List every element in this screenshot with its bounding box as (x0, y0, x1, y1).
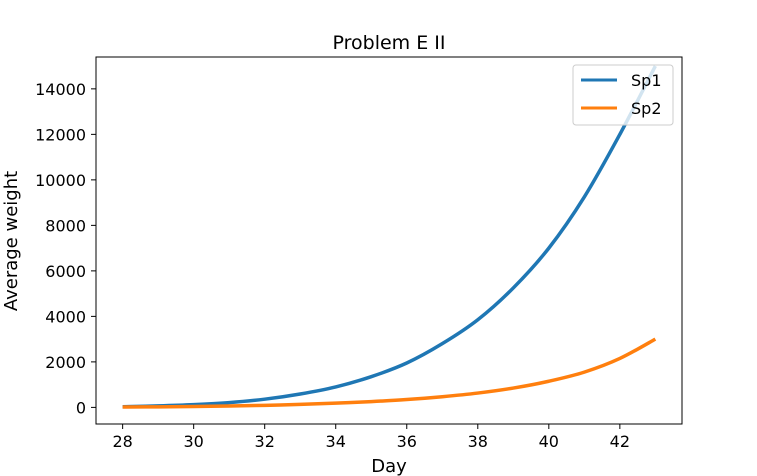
x-tick-label: 40 (539, 432, 559, 451)
y-tick-label: 2000 (45, 353, 86, 372)
y-axis-label: Average weight (1, 171, 22, 311)
y-axis: 0 2000 4000 6000 8000 10000 12000 14000 (35, 80, 96, 417)
x-tick-label: 28 (112, 432, 132, 451)
y-tick-label: 6000 (45, 262, 86, 281)
x-axis-label: Day (371, 456, 407, 476)
series-line-sp2 (122, 337, 657, 409)
legend-label-sp1: Sp1 (631, 71, 662, 90)
x-tick-label: 32 (255, 432, 275, 451)
y-tick-label: 14000 (35, 80, 86, 99)
y-tick-label: 8000 (45, 216, 86, 235)
x-tick-label: 38 (468, 432, 488, 451)
y-tick-label: 4000 (45, 307, 86, 326)
series-line-sp1 (122, 65, 657, 409)
y-tick-label: 0 (76, 398, 86, 417)
x-axis: 28 30 32 34 36 38 40 42 (112, 424, 630, 451)
chart-title: Problem E II (333, 32, 446, 54)
x-tick-label: 30 (183, 432, 203, 451)
legend: Sp1 Sp2 (572, 64, 674, 126)
legend-label-sp2: Sp2 (631, 99, 662, 118)
x-tick-label: 36 (397, 432, 417, 451)
x-tick-label: 42 (610, 432, 630, 451)
x-tick-label: 34 (326, 432, 346, 451)
y-tick-label: 10000 (35, 171, 86, 190)
y-tick-label: 12000 (35, 125, 86, 144)
plot-frame (95, 56, 683, 425)
